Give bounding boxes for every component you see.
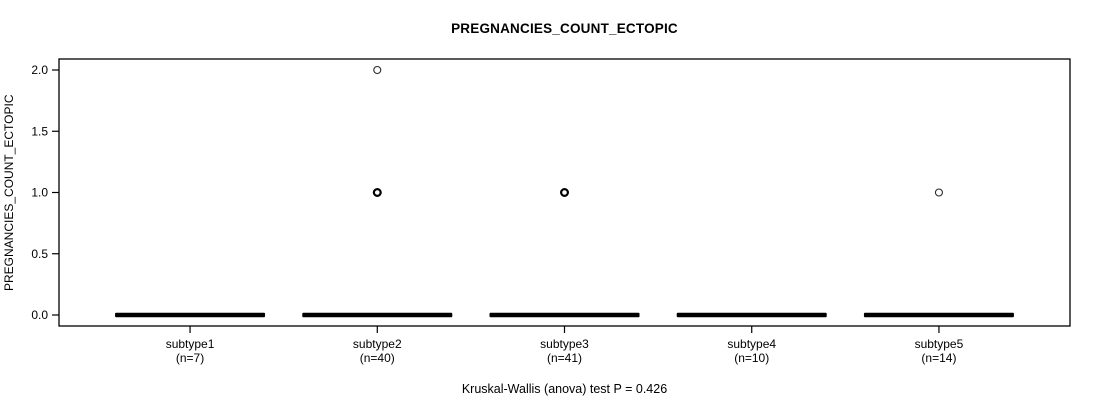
y-tick-label: 0.0 xyxy=(31,308,48,322)
x-tick-sublabel-subtype5: (n=14) xyxy=(921,351,956,365)
x-tick-sublabel-subtype3: (n=41) xyxy=(547,351,582,365)
x-tick-label-subtype4: subtype4 xyxy=(727,337,776,351)
y-tick-label: 1.0 xyxy=(31,186,48,200)
box-subtype4 xyxy=(676,312,827,318)
x-tick-sublabel-subtype4: (n=10) xyxy=(734,351,769,365)
outlier-point-subtype3 xyxy=(559,188,569,198)
y-tick-label: 2.0 xyxy=(31,63,48,77)
x-tick-sublabel-subtype1: (n=7) xyxy=(176,351,204,365)
outlier-point-subtype5 xyxy=(934,188,943,197)
box-subtype1 xyxy=(115,312,266,318)
y-tick-label: 0.5 xyxy=(31,247,48,261)
x-tick-sublabel-subtype2: (n=40) xyxy=(360,351,395,365)
x-tick-label-subtype5: subtype5 xyxy=(915,337,964,351)
x-tick-label-subtype1: subtype1 xyxy=(166,337,215,351)
box-subtype5 xyxy=(863,312,1014,318)
x-tick-label-subtype2: subtype2 xyxy=(353,337,402,351)
box-subtype3 xyxy=(489,312,640,318)
plot-frame xyxy=(58,58,1071,327)
x-tick-label-subtype3: subtype3 xyxy=(540,337,589,351)
outlier-point-subtype2 xyxy=(372,188,382,198)
chart-title: PREGNANCIES_COUNT_ECTOPIC xyxy=(451,21,678,36)
stat-test-annotation: Kruskal-Wallis (anova) test P = 0.426 xyxy=(461,382,668,396)
box-subtype2 xyxy=(302,312,453,318)
y-axis-title: PREGNANCIES_COUNT_ECTOPIC xyxy=(2,94,16,291)
y-tick-label: 1.5 xyxy=(31,124,48,138)
outlier-point-subtype2 xyxy=(373,65,382,75)
